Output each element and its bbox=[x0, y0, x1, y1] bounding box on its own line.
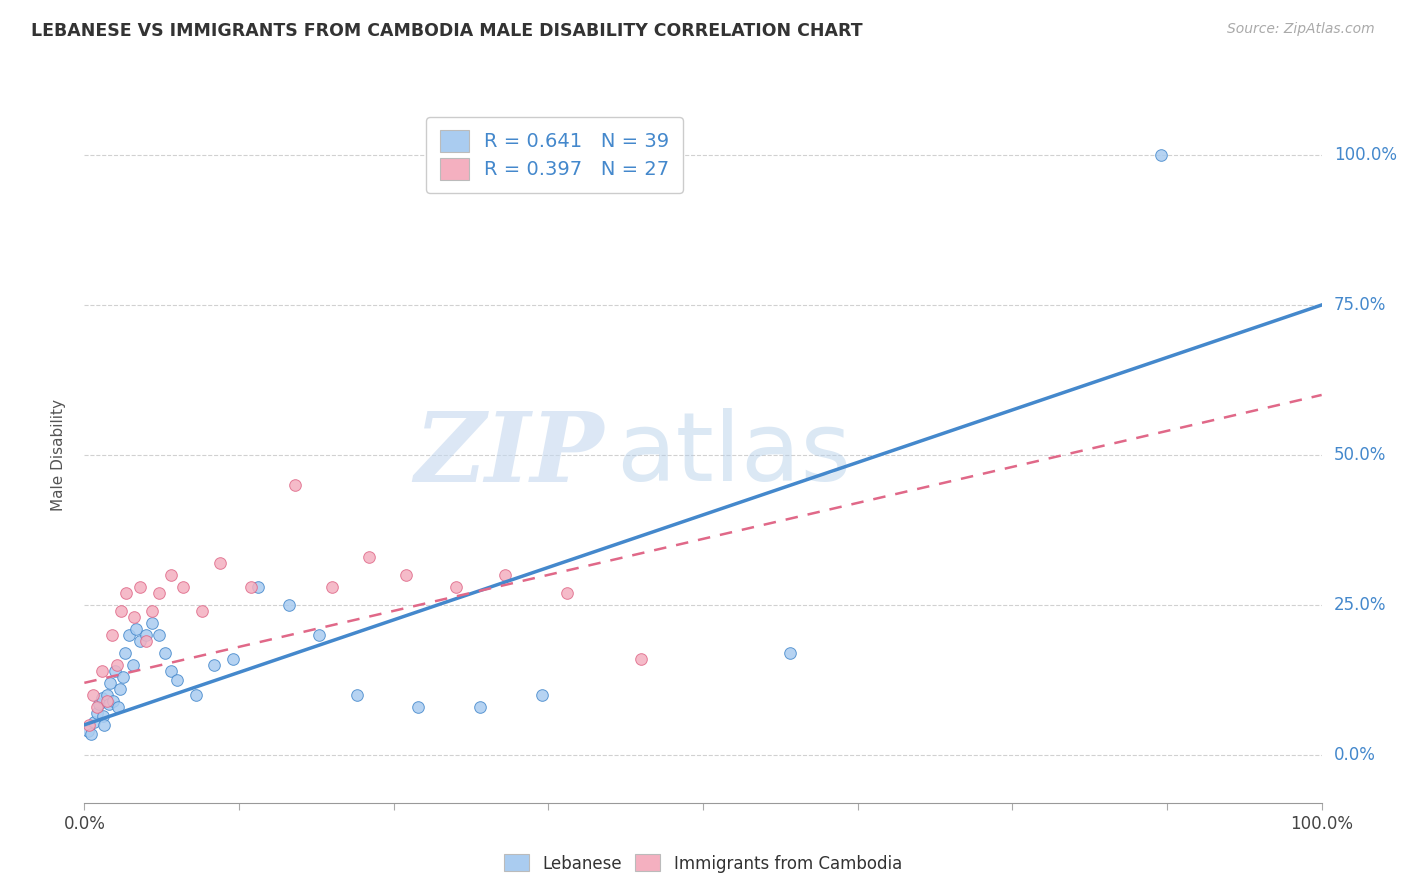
Text: ZIP: ZIP bbox=[415, 408, 605, 502]
Point bbox=[395, 567, 418, 582]
Point bbox=[121, 657, 143, 672]
Point bbox=[357, 549, 380, 564]
Point bbox=[100, 628, 122, 642]
Point bbox=[115, 586, 138, 600]
Text: 75.0%: 75.0% bbox=[1334, 296, 1386, 314]
Text: LEBANESE VS IMMIGRANTS FROM CAMBODIA MALE DISABILITY CORRELATION CHART: LEBANESE VS IMMIGRANTS FROM CAMBODIA MAL… bbox=[31, 22, 862, 40]
Point bbox=[470, 699, 492, 714]
Point bbox=[160, 664, 183, 678]
Point bbox=[90, 690, 112, 705]
Point bbox=[494, 567, 516, 582]
Point bbox=[129, 633, 152, 648]
Text: 100.0%: 100.0% bbox=[1334, 146, 1398, 164]
Point bbox=[531, 688, 554, 702]
Point bbox=[321, 580, 343, 594]
Point bbox=[184, 688, 207, 702]
Point bbox=[408, 699, 430, 714]
Y-axis label: Male Disability: Male Disability bbox=[51, 399, 66, 511]
Point bbox=[98, 676, 121, 690]
Point bbox=[125, 622, 148, 636]
Point bbox=[89, 697, 111, 711]
Point bbox=[148, 586, 170, 600]
Point bbox=[122, 610, 145, 624]
Text: 50.0%: 50.0% bbox=[1334, 446, 1386, 464]
Point bbox=[91, 708, 114, 723]
Text: 25.0%: 25.0% bbox=[1334, 596, 1386, 614]
Point bbox=[110, 604, 132, 618]
Point bbox=[444, 580, 467, 594]
Point bbox=[90, 664, 112, 678]
Point bbox=[630, 652, 652, 666]
Point bbox=[191, 604, 214, 618]
Point bbox=[779, 646, 801, 660]
Point bbox=[79, 727, 101, 741]
Point bbox=[105, 657, 128, 672]
Point bbox=[153, 646, 176, 660]
Point bbox=[79, 718, 101, 732]
Point bbox=[308, 628, 330, 642]
Point bbox=[104, 664, 127, 678]
Point bbox=[129, 580, 152, 594]
Point bbox=[160, 567, 183, 582]
Point bbox=[110, 681, 132, 696]
Point bbox=[96, 694, 118, 708]
Point bbox=[118, 628, 141, 642]
Point bbox=[240, 580, 263, 594]
Point bbox=[246, 580, 269, 594]
Point bbox=[82, 688, 104, 702]
Point bbox=[86, 706, 108, 720]
Point bbox=[77, 723, 100, 738]
Point bbox=[135, 633, 157, 648]
Point bbox=[96, 688, 118, 702]
Point bbox=[141, 615, 163, 630]
Legend: R = 0.641   N = 39, R = 0.397   N = 27: R = 0.641 N = 39, R = 0.397 N = 27 bbox=[426, 117, 683, 194]
Point bbox=[141, 604, 163, 618]
Text: atlas: atlas bbox=[616, 409, 852, 501]
Point bbox=[148, 628, 170, 642]
Point bbox=[277, 598, 299, 612]
Point bbox=[86, 699, 108, 714]
Point bbox=[93, 718, 115, 732]
Point bbox=[166, 673, 188, 687]
Text: 0.0%: 0.0% bbox=[1334, 746, 1376, 764]
Point bbox=[209, 556, 232, 570]
Text: Source: ZipAtlas.com: Source: ZipAtlas.com bbox=[1227, 22, 1375, 37]
Point bbox=[346, 688, 368, 702]
Point bbox=[1150, 148, 1173, 162]
Point bbox=[202, 657, 225, 672]
Point bbox=[111, 670, 134, 684]
Point bbox=[83, 714, 105, 729]
Point bbox=[98, 697, 121, 711]
Point bbox=[101, 694, 124, 708]
Point bbox=[107, 699, 129, 714]
Point bbox=[284, 478, 307, 492]
Point bbox=[555, 586, 578, 600]
Point bbox=[222, 652, 245, 666]
Point bbox=[135, 628, 157, 642]
Legend: Lebanese, Immigrants from Cambodia: Lebanese, Immigrants from Cambodia bbox=[498, 847, 908, 880]
Point bbox=[172, 580, 194, 594]
Point bbox=[114, 646, 136, 660]
